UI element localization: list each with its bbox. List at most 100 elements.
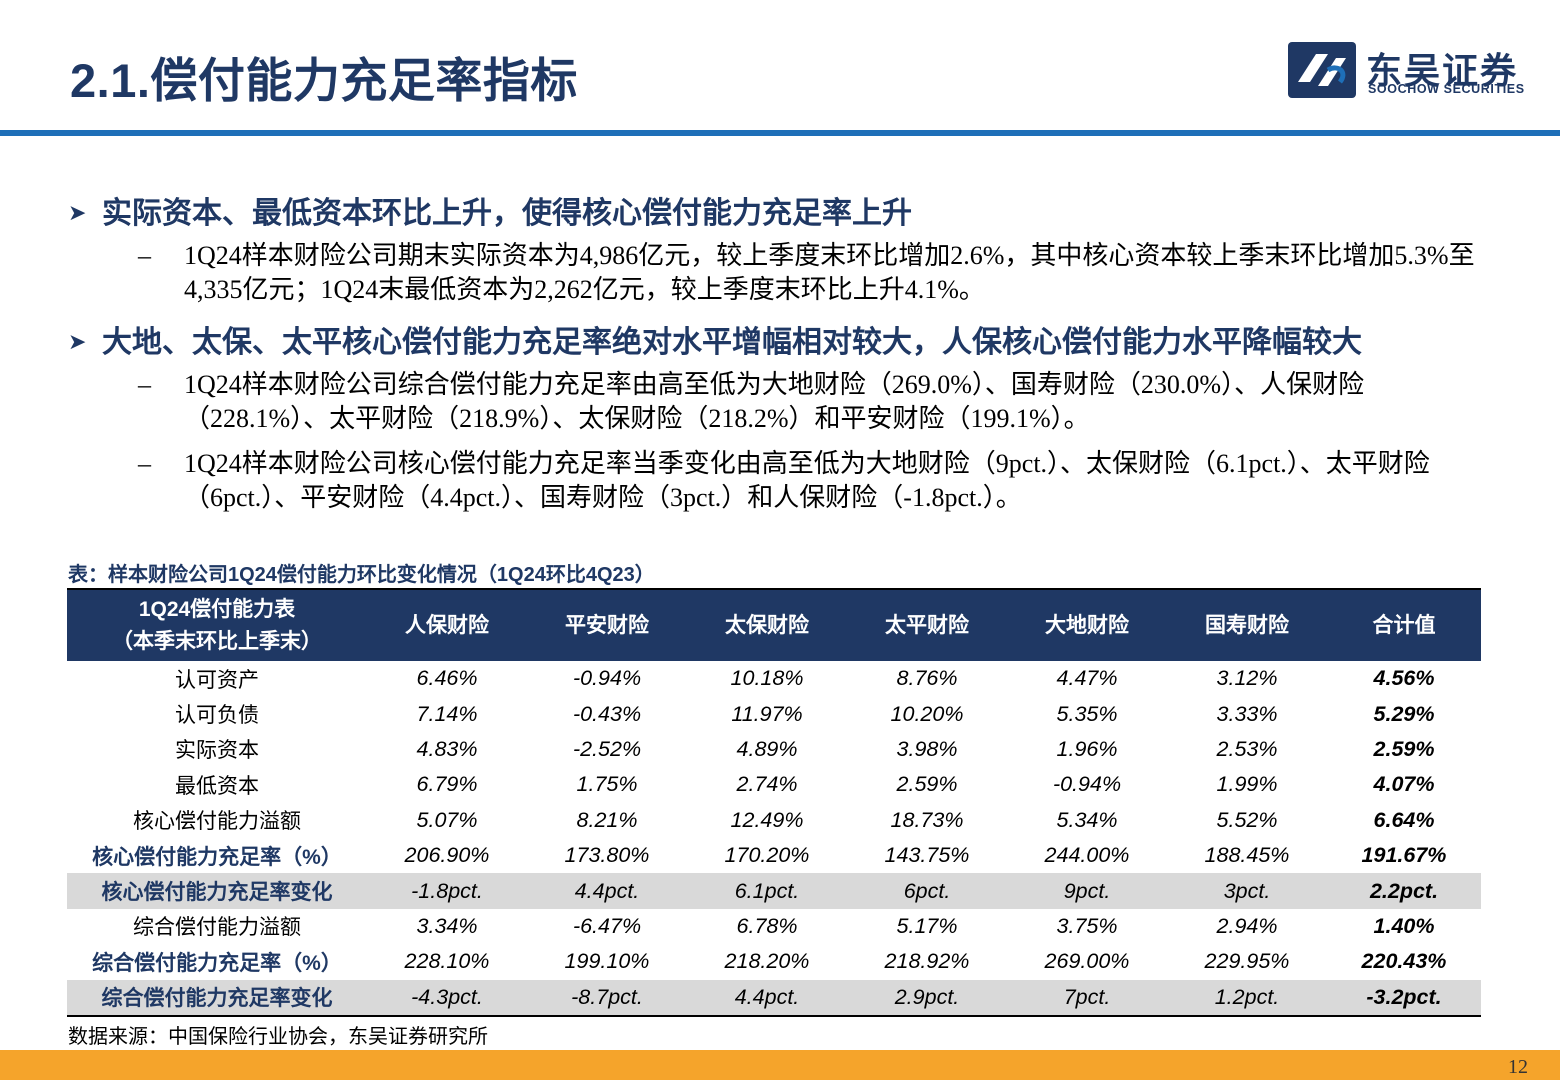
table-cell: -4.3pct. (367, 979, 527, 1017)
table-cell: 5.35% (1056, 701, 1118, 726)
table-cell: 10.18% (730, 666, 804, 691)
table-cell: 229.95% (1204, 949, 1290, 974)
table-cell: 3.34% (416, 913, 478, 938)
table-cell: 12.49% (730, 807, 804, 832)
table-cell: 7pct. (1007, 979, 1167, 1017)
data-source-note: 数据来源：中国保险行业协会，东吴证券研究所 (68, 1026, 488, 1048)
table-cell: 3.75% (1056, 913, 1118, 938)
table-cell: 170.20% (724, 843, 810, 868)
table-cell: 4.47% (1056, 666, 1118, 691)
table-cell: 4.83% (416, 736, 478, 761)
arrow-bullet-icon: ➤ (68, 200, 87, 225)
table-row: 最低资本 6.79% 1.75% 2.74% 2.59% -0.94% 1.99… (67, 767, 1481, 802)
table-cell: 228.10% (404, 949, 490, 974)
column-header: 合计值 (1327, 588, 1481, 661)
table-cell: -2.52% (572, 736, 642, 761)
table-cell: 1.99% (1216, 772, 1278, 797)
bullet-heading-2: ➤ 大地、太保、太平核心偿付能力充足率绝对水平增幅相对较大，人保核心偿付能力水平降… (68, 317, 1362, 361)
table-cell: 2.53% (1216, 736, 1278, 761)
dash-marker: – (138, 241, 151, 270)
row-label: 最低资本 (175, 774, 259, 798)
row-label: 认可负债 (175, 704, 259, 728)
dash-marker: – (138, 370, 151, 399)
header-divider (0, 130, 1560, 136)
total-cell: -3.2pct. (1327, 979, 1481, 1017)
row-label: 综合偿付能力充足率变化 (67, 979, 367, 1017)
total-cell: 2.59% (1373, 736, 1435, 761)
total-cell: 4.56% (1373, 666, 1435, 691)
table-cell: 3.98% (896, 736, 958, 761)
arrow-bullet-icon: ➤ (68, 329, 87, 354)
table-cell: 4.4pct. (527, 873, 687, 909)
table-cell: 8.21% (576, 807, 638, 832)
total-cell: 191.67% (1361, 843, 1447, 868)
table-cell: 188.45% (1204, 843, 1290, 868)
footer-bar (0, 1050, 1560, 1080)
column-header: 平安财险 (527, 588, 687, 661)
row-label: 综合偿付能力溢额 (133, 916, 301, 940)
table-cell: -1.8pct. (367, 873, 527, 909)
table-row-emphasis: 综合偿付能力充足率（%） 228.10% 199.10% 218.20% 218… (67, 944, 1481, 979)
table-cell: 11.97% (731, 701, 803, 726)
bullet-heading-text: 大地、太保、太平核心偿付能力充足率绝对水平增幅相对较大，人保核心偿付能力水平降幅… (102, 326, 1362, 359)
table-cell: 1.96% (1056, 736, 1118, 761)
table-cell: 199.10% (564, 949, 650, 974)
row-label: 认可资产 (175, 668, 259, 692)
table-cell: -0.94% (572, 666, 642, 691)
bullet-point-text: 1Q24样本财险公司期末实际资本为4,986亿元，较上季度末环比增加2.6%，其… (184, 241, 1475, 304)
header-label-line2: （本季末环比上季末） (112, 629, 322, 653)
table-cell: 3.12% (1216, 666, 1278, 691)
table-row: 认可负债 7.14% -0.43% 11.97% 10.20% 5.35% 3.… (67, 696, 1481, 731)
table-cell: -6.47% (572, 913, 642, 938)
logo-chinese-name: 东吴证券 (1366, 50, 1519, 91)
solvency-table: 1Q24偿付能力表 （本季末环比上季末） 人保财险 平安财险 太保财险 太平财险… (67, 588, 1481, 1017)
table-cell: 2.74% (736, 772, 798, 797)
table-cell: 18.73% (890, 807, 964, 832)
page-number: 12 (1508, 1056, 1528, 1078)
table-cell: 5.52% (1216, 807, 1278, 832)
table-cell: 1.75% (576, 772, 638, 797)
table-header-row: 1Q24偿付能力表 （本季末环比上季末） 人保财险 平安财险 太保财险 太平财险… (67, 588, 1481, 661)
table-cell: -8.7pct. (527, 979, 687, 1017)
table-row: 核心偿付能力溢额 5.07% 8.21% 12.49% 18.73% 5.34%… (67, 803, 1481, 838)
total-cell: 220.43% (1361, 949, 1447, 974)
row-label: 实际资本 (175, 739, 259, 763)
table-cell: 5.17% (896, 913, 958, 938)
column-header: 国寿财险 (1167, 588, 1327, 661)
table-cell: 8.76% (896, 666, 958, 691)
company-logo: 东吴证券 SOOCHOW SECURITIES (1288, 40, 1538, 100)
bullet-heading-text: 实际资本、最低资本环比上升，使得核心偿付能力充足率上升 (102, 197, 912, 230)
table-cell: -0.43% (572, 701, 642, 726)
logo-english-name: SOOCHOW SECURITIES (1368, 82, 1525, 96)
table-cell: 6.78% (736, 913, 798, 938)
column-header: 太平财险 (847, 588, 1007, 661)
table-row-emphasis: 核心偿付能力充足率（%） 206.90% 173.80% 170.20% 143… (67, 838, 1481, 873)
table-cell: 5.34% (1056, 807, 1118, 832)
table-cell: 218.92% (884, 949, 970, 974)
table-cell: 6pct. (847, 873, 1007, 909)
table-cell: 10.20% (890, 701, 964, 726)
table-row: 认可资产 6.46% -0.94% 10.18% 8.76% 4.47% 3.1… (67, 661, 1481, 696)
table-row-shaded: 综合偿付能力充足率变化 -4.3pct. -8.7pct. 4.4pct. 2.… (67, 979, 1481, 1017)
row-label: 核心偿付能力充足率变化 (67, 873, 367, 909)
table-cell: 5.07% (416, 807, 478, 832)
table-row-shaded: 核心偿付能力充足率变化 -1.8pct. 4.4pct. 6.1pct. 6pc… (67, 873, 1481, 909)
table-cell: 6.79% (416, 772, 478, 797)
total-cell: 4.07% (1373, 772, 1435, 797)
table-row: 综合偿付能力溢额 3.34% -6.47% 6.78% 5.17% 3.75% … (67, 909, 1481, 944)
table-cell: 269.00% (1044, 949, 1130, 974)
table-cell: 2.94% (1216, 913, 1278, 938)
table-cell: 4.89% (736, 736, 798, 761)
table-caption: 表：样本财险公司1Q24偿付能力环比变化情况（1Q24环比4Q23） (68, 564, 655, 586)
soochow-logo-icon (1288, 42, 1356, 98)
bullet-point-text: 1Q24样本财险公司核心偿付能力充足率当季变化由高至低为大地财险（9pct.）、… (184, 449, 1430, 512)
table-cell: 173.80% (564, 843, 650, 868)
table-cell: 7.14% (416, 701, 478, 726)
dash-marker: – (138, 449, 151, 478)
row-label: 核心偿付能力溢额 (133, 810, 301, 834)
table-cell: 2.59% (896, 772, 958, 797)
table-cell: 6.46% (416, 666, 478, 691)
table-cell: 2.9pct. (847, 979, 1007, 1017)
column-header: 大地财险 (1007, 588, 1167, 661)
table-cell: 206.90% (404, 843, 490, 868)
